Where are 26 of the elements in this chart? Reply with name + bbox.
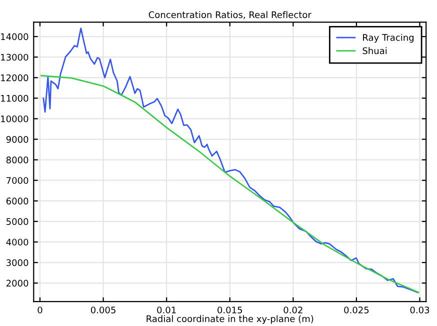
y-tick-label: 13000 [1,54,28,61]
y-tick-label: 6000 [6,198,28,204]
y-tick-label: 3000 [6,259,28,266]
y-tick-label: 7000 [6,177,28,184]
chart-title: Concentration Ratios, Real Reflector [148,11,312,20]
line-series [42,28,418,294]
y-tick-label: 14000 [1,33,28,40]
x-tick-label: 0.015 [218,306,242,314]
x-tick-label: 0.025 [344,306,369,314]
y-tick-label: 11000 [1,94,28,102]
y-tick-label: 9000 [6,136,28,143]
x-tick-label: 0.02 [284,306,302,314]
x-tick-label: 0.01 [157,306,176,314]
legend-label: Ray Tracing [363,34,414,43]
y-tick-label: 5000 [6,218,28,225]
y-tick-label: 10000 [1,115,28,122]
y-tick-label: 12000 [1,74,28,82]
x-axis-title: Radial coordinate in the xy-plane (m) [146,315,314,324]
x-tick-label: 0 [38,306,42,314]
legend-label: Shuai [362,47,387,54]
y-tick-label: 8000 [6,156,28,164]
y-tick-label: 2000 [6,280,28,287]
x-tick-label: 0.005 [90,306,116,314]
x-tick-label: 0.03 [410,306,430,314]
line-series [40,74,420,293]
y-tick-label: 4000 [6,238,28,246]
